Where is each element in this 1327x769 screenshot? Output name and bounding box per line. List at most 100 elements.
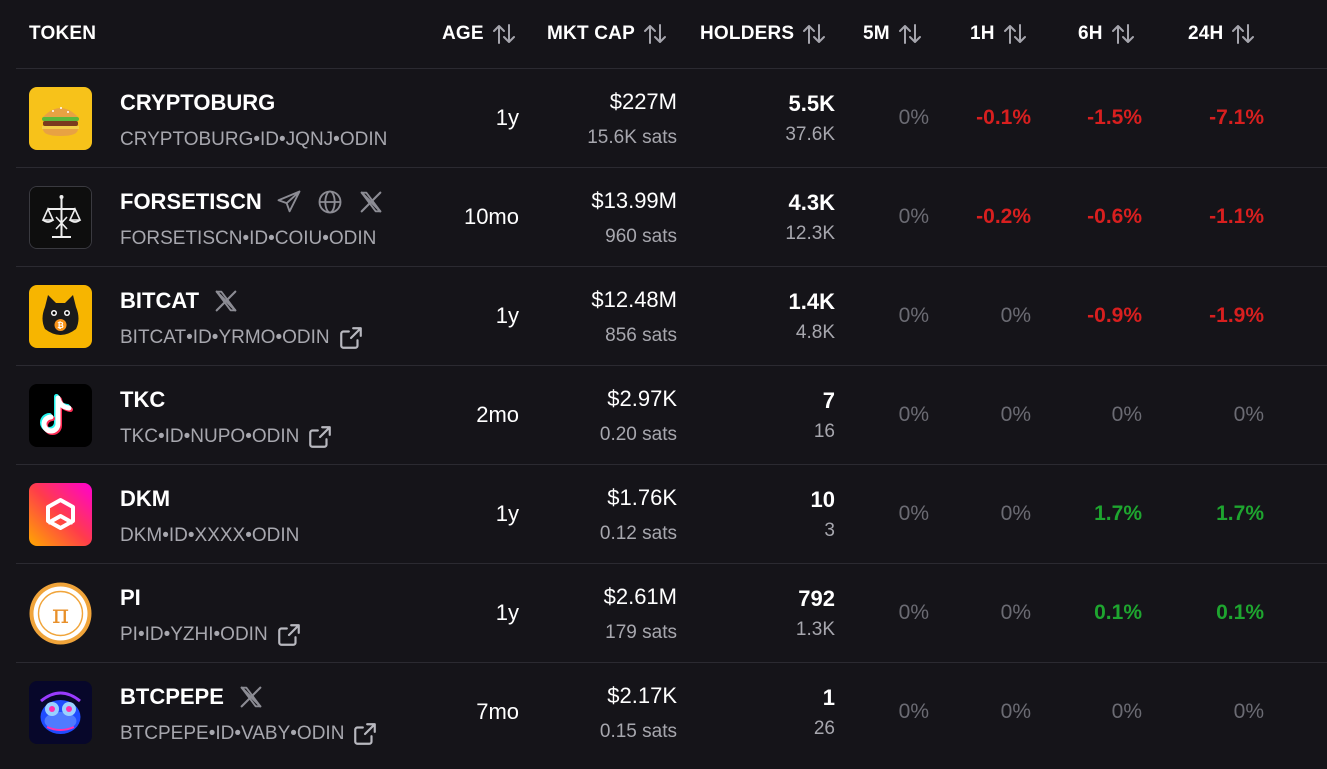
token-name[interactable]: TKC — [120, 387, 165, 413]
token-name-text[interactable]: CRYPTOBURG — [120, 90, 276, 115]
change-1h: -0.2% — [976, 205, 1031, 228]
external-link-icon[interactable] — [352, 721, 378, 747]
change-24h: 0% — [1233, 403, 1264, 426]
token-name-text[interactable]: BITCAT — [120, 288, 200, 313]
x-logo-icon[interactable] — [357, 188, 385, 216]
external-link-icon[interactable] — [276, 622, 302, 648]
price-sats: 960 sats — [605, 226, 677, 247]
sort-arrows-icon[interactable] — [491, 22, 517, 46]
external-link-icon[interactable] — [338, 325, 364, 351]
header-1h-label: 1H — [970, 23, 995, 44]
token-id-text: TKC•ID•NUPO•ODIN — [120, 426, 300, 447]
sort-arrows-icon[interactable] — [642, 22, 668, 46]
token-name-text[interactable]: FORSETISCN — [120, 189, 262, 214]
change-6h: 0.1% — [1094, 601, 1142, 624]
token-name[interactable]: BITCAT — [120, 288, 240, 314]
table-row[interactable]: CRYPTOBURG CRYPTOBURG•ID•JQNJ•ODIN 1y $2… — [16, 68, 1327, 167]
holders-secondary: 37.6K — [785, 124, 835, 145]
price-sats: 179 sats — [605, 622, 677, 643]
header-age[interactable]: AGE — [442, 20, 517, 48]
price-sats: 15.6K sats — [587, 127, 677, 148]
header-6h[interactable]: 6H — [1078, 20, 1136, 48]
svg-text:₿: ₿ — [57, 321, 64, 330]
change-5m: 0% — [898, 700, 929, 723]
btcpepe-logo — [29, 681, 92, 744]
holders-secondary: 3 — [824, 520, 835, 541]
change-24h: -7.1% — [1209, 106, 1264, 129]
change-24h: 1.7% — [1216, 502, 1264, 525]
globe-icon[interactable] — [316, 188, 344, 216]
token-name-text[interactable]: PI — [120, 585, 141, 610]
holders-secondary: 12.3K — [785, 223, 835, 244]
token-id-text: PI•ID•YZHI•ODIN — [120, 624, 268, 645]
token-age: 7mo — [476, 699, 519, 724]
header-holders-label: HOLDERS — [700, 23, 795, 44]
holders-secondary: 1.3K — [795, 619, 835, 640]
token-id-text: DKM•ID•XXXX•ODIN — [120, 525, 300, 546]
token-name-text[interactable]: DKM — [120, 486, 171, 511]
sort-arrows-icon[interactable] — [1230, 22, 1256, 46]
table-row[interactable]: FORSETISCN FORSETISCN•ID•COIU•ODIN 10mo … — [16, 167, 1327, 266]
token-name-text[interactable]: TKC — [120, 387, 166, 412]
token-name[interactable]: FORSETISCN — [120, 189, 385, 215]
sort-arrows-icon[interactable] — [897, 22, 923, 46]
token-id-text: BITCAT•ID•YRMO•ODIN — [120, 327, 330, 348]
change-24h: 0.1% — [1216, 601, 1264, 624]
token-id: PI•ID•YZHI•ODIN — [120, 622, 302, 648]
token-age: 2mo — [476, 402, 519, 427]
holders-secondary: 26 — [813, 718, 835, 739]
header-mkt-cap-label: MKT CAP — [547, 23, 635, 44]
price-sats: 0.15 sats — [599, 721, 677, 742]
header-holders[interactable]: HOLDERS — [700, 20, 827, 48]
change-24h: 0% — [1233, 700, 1264, 723]
table-row[interactable]: TKC TKC•ID•NUPO•ODIN 2mo $2.97K 0.20 sat… — [16, 365, 1327, 464]
pi-logo: π — [29, 582, 92, 645]
header-6h-label: 6H — [1078, 23, 1103, 44]
change-1h: 0% — [1000, 304, 1031, 327]
token-name[interactable]: CRYPTOBURG — [120, 90, 275, 116]
token-id-text: BTCPEPE•ID•VABY•ODIN — [120, 723, 345, 744]
sort-arrows-icon[interactable] — [1110, 22, 1136, 46]
sort-arrows-icon[interactable] — [801, 22, 827, 46]
header-token-label: TOKEN — [29, 23, 97, 44]
header-1h[interactable]: 1H — [970, 20, 1028, 48]
market-cap: $2.61M — [603, 584, 677, 609]
token-name[interactable]: PI — [120, 585, 141, 611]
tkc-logo — [29, 384, 92, 447]
token-name[interactable]: BTCPEPE — [120, 684, 265, 710]
external-link-icon[interactable] — [307, 424, 333, 450]
token-name[interactable]: DKM — [120, 486, 170, 512]
change-5m: 0% — [898, 502, 929, 525]
change-5m: 0% — [898, 106, 929, 129]
header-mkt-cap[interactable]: MKT CAP — [547, 20, 668, 48]
token-id: DKM•ID•XXXX•ODIN — [120, 523, 299, 549]
change-1h: 0% — [1000, 403, 1031, 426]
sort-arrows-icon[interactable] — [1002, 22, 1028, 46]
change-6h: -0.9% — [1087, 304, 1142, 327]
table-row[interactable]: DKM DKM•ID•XXXX•ODIN 1y $1.76K 0.12 sats… — [16, 464, 1327, 563]
table-row[interactable]: ₿ BITCAT BITCAT•ID•YRMO•ODIN 1y $12.48M … — [16, 266, 1327, 365]
change-1h: 0% — [1000, 601, 1031, 624]
table-row[interactable]: BTCPEPE BTCPEPE•ID•VABY•ODIN 7mo $2.17K … — [16, 662, 1327, 761]
change-6h: -1.5% — [1087, 106, 1142, 129]
token-age: 1y — [495, 501, 519, 526]
token-name-text[interactable]: BTCPEPE — [120, 684, 224, 709]
header-5m[interactable]: 5M — [863, 20, 923, 48]
x-logo-icon[interactable] — [212, 287, 240, 315]
token-age: 10mo — [463, 204, 519, 229]
telegram-icon[interactable] — [275, 188, 303, 216]
token-id: BTCPEPE•ID•VABY•ODIN — [120, 721, 378, 747]
holders-count: 792 — [798, 586, 835, 611]
market-cap: $227M — [609, 89, 677, 114]
x-logo-icon[interactable] — [237, 683, 265, 711]
change-6h: -0.6% — [1087, 205, 1142, 228]
table-row[interactable]: π PI PI•ID•YZHI•ODIN 1y $2.61M 179 sats … — [16, 563, 1327, 662]
token-id: CRYPTOBURG•ID•JQNJ•ODIN — [120, 127, 387, 153]
price-sats: 856 sats — [605, 325, 677, 346]
change-1h: -0.1% — [976, 106, 1031, 129]
token-age: 1y — [495, 303, 519, 328]
market-cap: $2.17K — [607, 683, 677, 708]
header-24h[interactable]: 24H — [1188, 20, 1256, 48]
market-cap: $12.48M — [591, 287, 677, 312]
price-sats: 0.12 sats — [599, 523, 677, 544]
